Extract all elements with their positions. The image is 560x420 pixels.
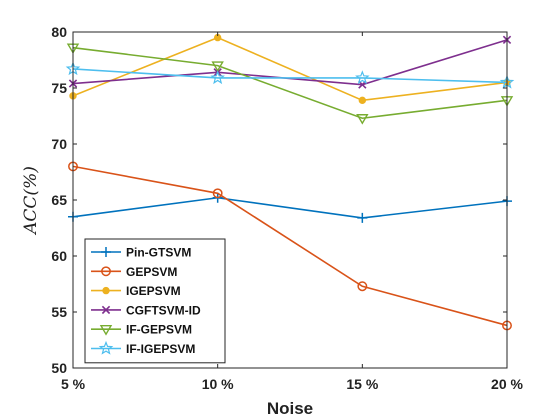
series-if-igepsvm	[65, 61, 515, 89]
x-tick-label: 5 %	[61, 376, 86, 392]
legend: Pin-GTSVM GEPSVM IGEPSVM CGFTSVM-ID IF-GEPSV…	[84, 238, 226, 364]
legend-box	[84, 238, 226, 364]
y-tick-label: 60	[51, 248, 67, 264]
y-tick-label: 65	[51, 192, 67, 208]
data-point	[358, 96, 367, 105]
legend-marker	[101, 266, 111, 277]
series-line	[72, 196, 508, 219]
legend-item: GEPSVM	[91, 265, 177, 279]
data-point	[355, 70, 370, 85]
legend-item: IGEPSVM	[91, 284, 181, 298]
data-point	[356, 114, 369, 125]
legend-marker	[101, 247, 111, 257]
series-line	[72, 46, 508, 120]
x-tick-label: 15 %	[346, 376, 378, 392]
axis-ticks: 50 55 60 65 70 75 80 5 % 10 % 15 % 20 %	[51, 24, 523, 392]
x-tick-label: 10 %	[202, 376, 234, 392]
y-tick-label: 80	[51, 24, 67, 40]
data-point	[211, 61, 224, 72]
series-if-gepsvm	[66, 43, 514, 125]
series-line	[72, 165, 508, 327]
data-point	[212, 188, 223, 199]
legend-item: Pin-GTSVM	[91, 246, 191, 260]
legend-item: IF-IGEPSVM	[91, 340, 195, 356]
legend-label: IGEPSVM	[126, 284, 181, 298]
series-igepsvm	[69, 33, 511, 105]
legend-marker	[99, 325, 113, 336]
legend-item: IF-GEPSVM	[91, 323, 192, 337]
legend-marker	[98, 340, 114, 355]
legend-label: Pin-GTSVM	[126, 246, 191, 260]
x-axis-title: Noise	[267, 399, 313, 418]
x-tick-label: 20 %	[491, 376, 523, 392]
data-point	[357, 281, 368, 292]
data-point	[357, 212, 368, 223]
legend-label: CGFTSVM-ID	[126, 303, 201, 317]
legend-marker	[102, 286, 110, 295]
legend-marker	[101, 305, 111, 315]
y-tick-label: 70	[51, 136, 67, 152]
legend-label: IF-GEPSVM	[126, 323, 192, 337]
series-line	[72, 68, 508, 84]
y-tick-label: 50	[51, 360, 67, 376]
legend-item: CGFTSVM-ID	[91, 303, 201, 317]
y-axis-title: ACC(%)	[21, 166, 41, 236]
y-tick-label: 55	[51, 304, 67, 320]
data-point	[210, 70, 225, 85]
y-tick-label: 75	[51, 80, 67, 96]
series-layer	[65, 33, 515, 331]
legend-label: GEPSVM	[126, 265, 177, 279]
series-line	[72, 36, 508, 102]
series-pin-gtsvm	[68, 192, 512, 223]
legend-label: IF-IGEPSVM	[126, 342, 195, 356]
